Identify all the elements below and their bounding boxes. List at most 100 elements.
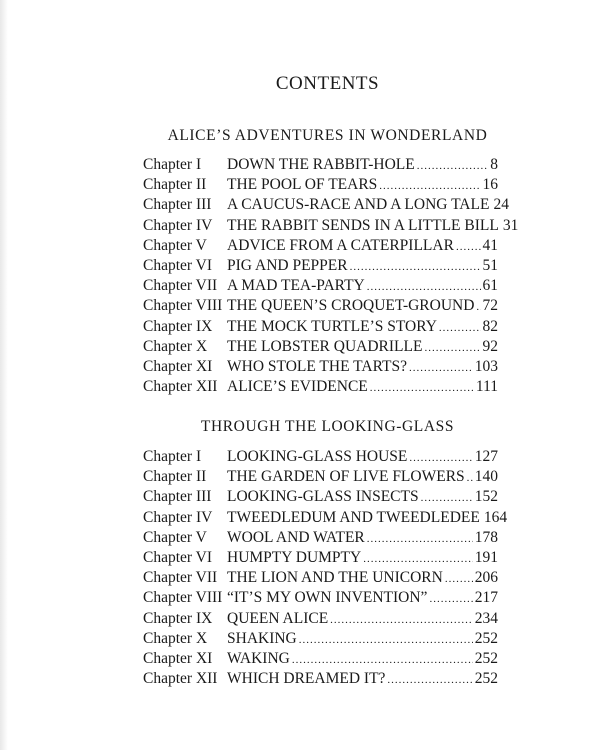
toc-entry[interactable]: Chapter V ADVICE FROM A CATERPILLAR 41 <box>143 236 498 256</box>
chapter-title: QUEEN ALICE <box>227 609 329 627</box>
chapter-title: THE RABBIT SENDS IN A LITTLE BILL <box>227 216 499 234</box>
page-number: 252 <box>474 649 498 667</box>
chapter-title: WAKING <box>227 649 290 667</box>
toc-entry[interactable]: Chapter I LOOKING-GLASS HOUSE 127 <box>143 447 498 467</box>
chapter-label: Chapter IX <box>143 609 213 627</box>
page-number: 206 <box>474 569 498 587</box>
chapter-title: SHAKING <box>227 629 297 647</box>
toc-entry[interactable]: Chapter X SHAKING 252 <box>143 629 498 649</box>
book-heading-1: ALICE’S ADVENTURES IN WONDERLAND <box>167 127 488 144</box>
dot-leader <box>417 156 489 176</box>
dot-leader <box>299 630 473 650</box>
dot-leader <box>445 569 473 589</box>
chapter-title: THE MOCK TURTLE’S STORY <box>227 317 437 335</box>
page-title: CONTENTS <box>275 73 380 94</box>
chapter-label: Chapter III <box>143 488 212 506</box>
chapter-label: Chapter VII <box>143 277 218 295</box>
chapter-title: WHICH DREAMED IT? <box>227 670 386 688</box>
page-number: 82 <box>482 317 499 335</box>
toc-entry[interactable]: Chapter II THE GARDEN OF LIVE FLOWERS 140 <box>143 467 498 487</box>
toc-entry[interactable]: Chapter III LOOKING-GLASS INSECTS 152 <box>143 487 498 507</box>
toc-entry[interactable]: Chapter III A CAUCUS-RACE AND A LONG TALE… <box>143 195 509 215</box>
page-number: 178 <box>474 528 498 546</box>
page-edge-shadow <box>0 0 8 750</box>
page-number: 16 <box>482 176 499 194</box>
page-number: 111 <box>475 378 498 396</box>
chapter-title: A MAD TEA-PARTY <box>227 277 365 295</box>
dot-leader <box>476 297 480 317</box>
dot-leader <box>292 650 473 670</box>
dot-leader <box>467 468 473 488</box>
chapter-title: ALICE’S EVIDENCE <box>227 378 368 396</box>
book-heading-2: THROUGH THE LOOKING-GLASS <box>200 418 455 435</box>
chapter-title: THE LION AND THE UNICORN <box>227 569 443 587</box>
toc-list-1: Chapter I DOWN THE RABBIT-HOLE 8 Chapter II… <box>143 155 518 397</box>
chapter-label: Chapter II <box>143 176 207 194</box>
page-number: 72 <box>482 297 499 315</box>
page-number: 127 <box>474 448 498 465</box>
page-number: 24 <box>493 196 509 214</box>
page-number: 41 <box>482 236 499 254</box>
toc-entry[interactable]: Chapter XI WHO STOLE THE TARTS? 103 <box>143 357 498 377</box>
dot-leader <box>350 257 481 277</box>
dot-leader <box>367 529 473 549</box>
chapter-title: DOWN THE RABBIT-HOLE <box>227 156 415 173</box>
toc-entry[interactable]: Chapter I DOWN THE RABBIT-HOLE 8 <box>143 155 498 175</box>
chapter-label: Chapter I <box>143 448 202 465</box>
chapter-title: PIG AND PEPPER <box>227 256 348 274</box>
chapter-label: Chapter II <box>143 468 207 486</box>
page-number: 51 <box>482 256 499 274</box>
page-number: 152 <box>474 488 498 506</box>
page-number: 217 <box>474 589 498 607</box>
dot-leader <box>439 318 481 338</box>
dot-leader <box>421 488 473 508</box>
toc-entry[interactable]: Chapter V WOOL AND WATER 178 <box>143 528 498 548</box>
chapter-label: Chapter IV <box>143 216 213 234</box>
chapter-title: TWEEDLEDUM AND TWEEDLEDEE <box>227 508 480 526</box>
chapter-label: Chapter VII <box>143 569 218 587</box>
chapter-label: Chapter III <box>143 196 212 214</box>
chapter-title: THE GARDEN OF LIVE FLOWERS <box>227 468 465 486</box>
toc-entry[interactable]: Chapter XI WAKING 252 <box>143 649 498 669</box>
page-number: 191 <box>474 548 498 566</box>
chapter-label: Chapter XI <box>143 649 213 667</box>
toc-entry[interactable]: Chapter VI HUMPTY DUMPTY 191 <box>143 548 498 568</box>
chapter-label: Chapter X <box>143 337 208 355</box>
toc-entry[interactable]: Chapter IV THE RABBIT SENDS IN A LITTLE B… <box>143 216 518 236</box>
toc-entry[interactable]: Chapter XII WHICH DREAMED IT? 252 <box>143 669 498 689</box>
dot-leader <box>363 549 473 569</box>
chapter-label: Chapter IV <box>143 508 213 526</box>
chapter-label: Chapter V <box>143 528 207 546</box>
toc-entry[interactable]: Chapter VII THE LION AND THE UNICORN 206 <box>143 568 498 588</box>
chapter-label: Chapter XII <box>143 378 218 396</box>
chapter-title: WOOL AND WATER <box>227 528 365 546</box>
dot-leader <box>429 589 472 609</box>
page-number: 234 <box>474 609 498 627</box>
dot-leader <box>379 176 480 196</box>
toc-entry[interactable]: Chapter IV TWEEDLEDUM AND TWEEDLEDEE 164 <box>143 508 507 528</box>
chapter-label: Chapter I <box>143 156 202 173</box>
toc-entry[interactable]: Chapter VII A MAD TEA-PARTY 61 <box>143 276 498 296</box>
toc-entry[interactable]: Chapter IX THE MOCK TURTLE’S STORY 82 <box>143 317 498 337</box>
dot-leader <box>409 448 472 468</box>
dot-leader <box>367 277 481 297</box>
toc-entry[interactable]: Chapter VI PIG AND PEPPER 51 <box>143 256 498 276</box>
toc-entry[interactable]: Chapter VIII“IT’S MY OWN INVENTION” 217 <box>143 588 498 608</box>
toc-entry[interactable]: Chapter XII ALICE’S EVIDENCE 111 <box>143 377 498 397</box>
chapter-title: LOOKING-GLASS HOUSE <box>227 448 408 465</box>
chapter-label: Chapter X <box>143 629 208 647</box>
page-number: 61 <box>482 277 499 295</box>
chapter-title: THE LOBSTER QUADRILLE <box>227 337 423 355</box>
page-number: 140 <box>474 468 498 486</box>
chapter-label: Chapter VIII <box>143 297 223 315</box>
chapter-title: WHO STOLE THE TARTS? <box>227 357 407 375</box>
toc-entry[interactable]: Chapter IX QUEEN ALICE 234 <box>143 609 498 629</box>
dot-leader <box>387 670 472 690</box>
page-number: 252 <box>474 629 498 647</box>
chapter-label: Chapter V <box>143 236 207 254</box>
toc-entry[interactable]: Chapter II THE POOL OF TEARS 16 <box>143 175 498 195</box>
chapter-title: THE QUEEN’S CROQUET-GROUND <box>227 297 475 315</box>
toc-entry[interactable]: Chapter X THE LOBSTER QUADRILLE 92 <box>143 337 498 357</box>
